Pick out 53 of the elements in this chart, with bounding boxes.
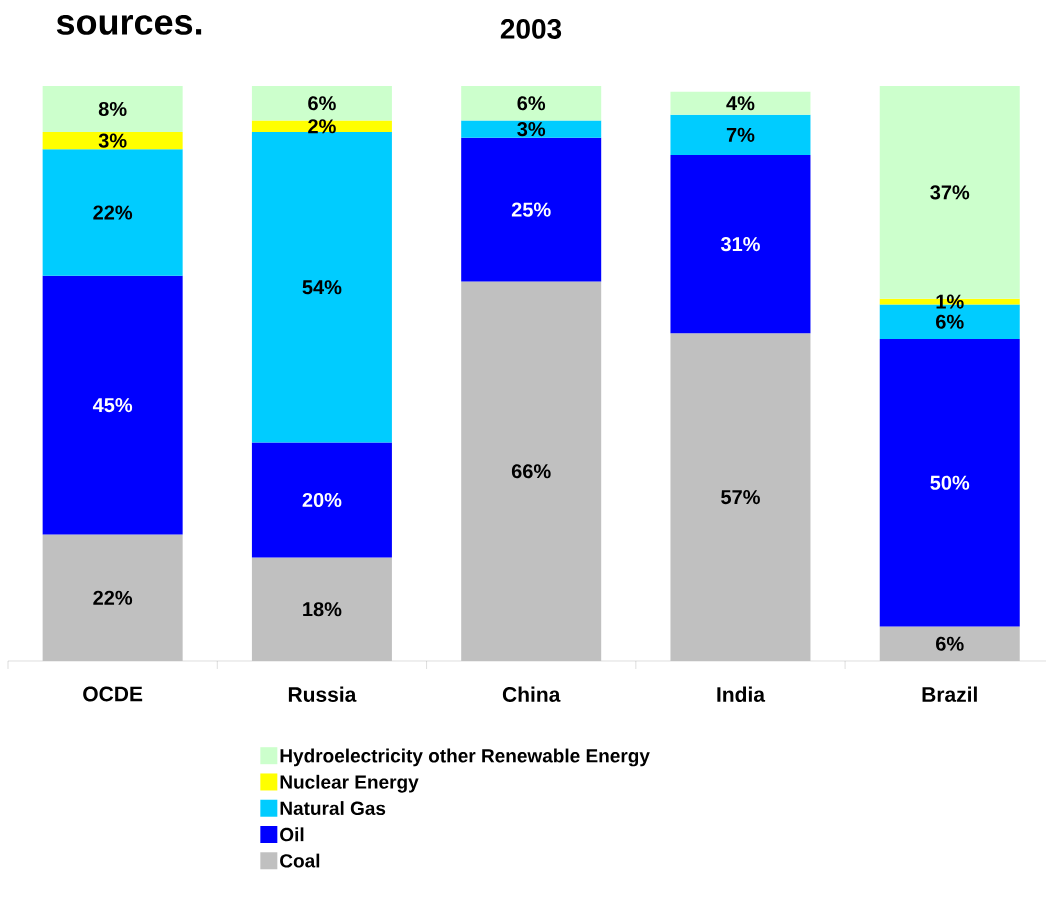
data-label: 25% [511, 202, 551, 217]
data-label: 6% [936, 636, 964, 651]
legend-label: Nuclear Energy [280, 774, 419, 793]
bar [461, 281, 602, 661]
data-label: 20% [302, 492, 342, 508]
data-label: 18% [303, 602, 342, 617]
bar [670, 333, 811, 661]
bar [251, 85, 392, 121]
data-label: 8% [98, 101, 127, 117]
legend-label: Natural Gas [280, 801, 386, 816]
data-label: 45% [92, 398, 133, 413]
x-tick-label: Russia [288, 686, 357, 702]
bar [879, 626, 1020, 661]
legend-label: Oil [280, 827, 304, 842]
data-label: 22% [93, 205, 133, 220]
bar [251, 442, 392, 558]
x-tick-label: China [502, 686, 561, 702]
legend-label: Coal [280, 853, 320, 868]
bar [251, 557, 392, 661]
bar [670, 114, 811, 155]
data-label: 7% [726, 127, 755, 142]
data-label: 22% [93, 590, 133, 605]
bar [670, 154, 811, 334]
data-label: 3% [517, 122, 546, 137]
bar [670, 91, 811, 115]
data-label: 2% [308, 119, 336, 134]
data-label: 57% [721, 490, 760, 505]
bar [461, 137, 602, 282]
data-label: 3% [98, 133, 127, 148]
bar [42, 85, 183, 132]
data-label: 6% [936, 314, 964, 329]
data-label: 6% [517, 96, 546, 111]
bar [461, 120, 602, 138]
x-tick-label: Brazil [922, 686, 977, 702]
legend-label: Hydroelectricity other Renewable Energy [280, 748, 650, 767]
x-tick-label: OCDE [83, 686, 143, 702]
bar [251, 120, 392, 132]
chart-title: 2003 [500, 19, 562, 39]
bar [879, 338, 1020, 627]
x-tick-label: India [717, 686, 766, 702]
data-label: 6% [308, 96, 336, 111]
bar [42, 275, 183, 535]
bar [461, 85, 602, 121]
data-label: 54% [302, 280, 342, 295]
data-label: 4% [726, 96, 755, 111]
data-label: 66% [511, 464, 551, 479]
bar [42, 131, 183, 150]
bar [42, 149, 183, 276]
data-label: 37% [930, 185, 970, 200]
data-label: 31% [720, 237, 760, 252]
bar [42, 534, 183, 661]
source-note: sources. [56, 15, 202, 35]
data-label: 50% [930, 475, 970, 490]
